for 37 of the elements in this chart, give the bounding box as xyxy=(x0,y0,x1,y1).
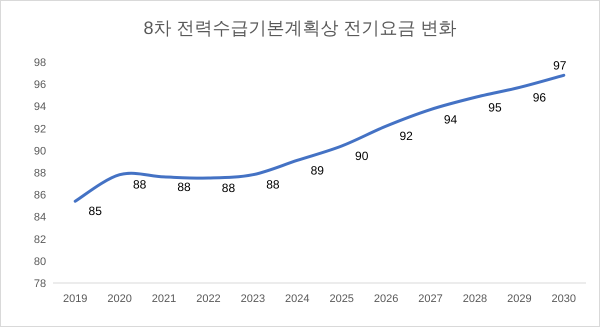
x-tick-label: 2021 xyxy=(152,293,176,305)
y-tick-label: 92 xyxy=(34,123,46,136)
x-tick-label: 2026 xyxy=(374,293,398,305)
x-tick-label: 2025 xyxy=(329,293,354,305)
y-tick-label: 82 xyxy=(34,234,46,246)
line-series xyxy=(74,74,566,203)
y-tick-label: 98 xyxy=(34,57,46,69)
y-tick-label: 88 xyxy=(34,168,46,180)
y-tick-label: 80 xyxy=(34,256,46,268)
data-label: 92 xyxy=(399,129,414,144)
data-label: 88 xyxy=(177,180,192,194)
data-label: 88 xyxy=(266,178,280,192)
x-tick-label: 2023 xyxy=(240,293,266,305)
data-label: 88 xyxy=(132,178,147,192)
y-tick-label: 94 xyxy=(34,101,46,114)
y-tick-label: 90 xyxy=(34,145,46,158)
data-label: 88 xyxy=(222,181,236,196)
data-label: 96 xyxy=(532,90,546,104)
data-label: 89 xyxy=(310,163,324,178)
x-tick-label: 2028 xyxy=(462,293,488,305)
data-label: 95 xyxy=(488,100,502,114)
x-tick-label: 2020 xyxy=(107,293,132,305)
x-tick-label: 2024 xyxy=(285,293,310,305)
x-tick-label: 2019 xyxy=(62,293,88,305)
y-tick-label: 84 xyxy=(34,212,46,224)
y-tick-label: 96 xyxy=(34,79,46,92)
data-label: 97 xyxy=(553,58,567,72)
data-label: 90 xyxy=(355,148,369,163)
y-tick-label: 78 xyxy=(34,278,46,290)
chart-title: 8차 전력수급기본계획상 전기요금 변화 xyxy=(143,18,457,38)
y-tick-label: 86 xyxy=(34,190,46,202)
data-label: 85 xyxy=(88,204,102,218)
x-tick-label: 2022 xyxy=(196,293,221,305)
x-tick-label: 2027 xyxy=(418,293,443,305)
data-label: 94 xyxy=(444,112,458,127)
x-tick-label: 2030 xyxy=(552,293,576,305)
x-tick-label: 2029 xyxy=(507,293,532,305)
